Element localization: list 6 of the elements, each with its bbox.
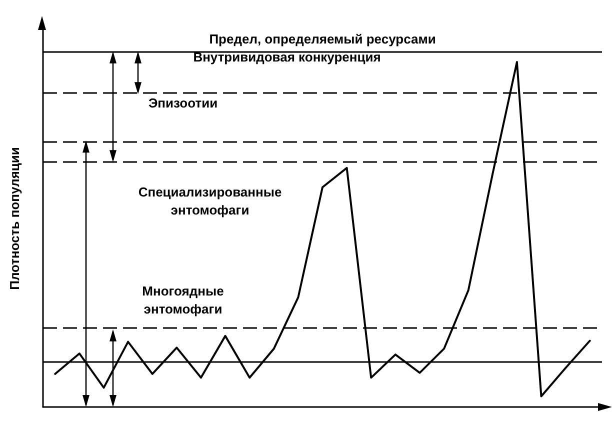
y-axis-title: Плотность популяции	[7, 147, 22, 290]
annotation: Внутривидовая конкуренция	[193, 50, 381, 64]
annotation: Эпизоотии	[148, 96, 218, 110]
annotation: Специализированные энтомофаги	[138, 184, 282, 218]
ref-line-label: Предел, определяемый ресурсами	[209, 32, 436, 47]
annotation: Многоядные энтомофаги	[142, 284, 224, 316]
